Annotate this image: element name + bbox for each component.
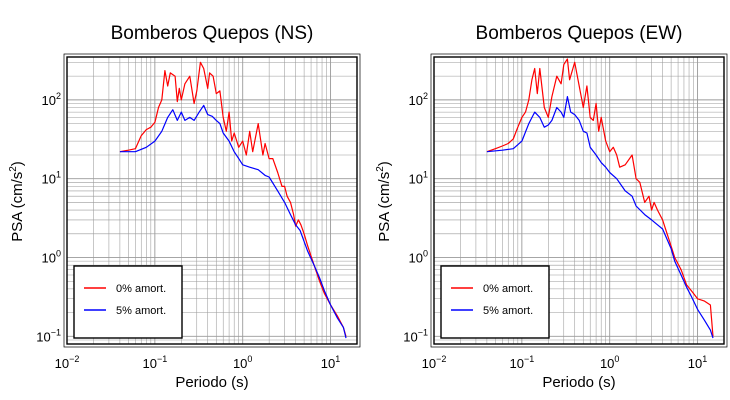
series-line-undamped: [119, 61, 347, 337]
legend-label: 5% amort.: [116, 305, 166, 317]
x-tick-label: 10−2: [55, 354, 80, 371]
frame-outer: [430, 53, 728, 348]
chart-panel-ns: 10−2 10−1 100 101 10−1 100 101 102 Bomberos Quep…: [8, 23, 361, 391]
y-axis-label: PSA (cm/s2): [375, 161, 393, 242]
legend-label: 0% amort.: [483, 283, 533, 295]
x-tick-label: 10−1: [142, 354, 167, 371]
y-tick-label: 101: [409, 170, 428, 187]
frame-outer: [63, 53, 361, 348]
x-axis-label: Periodo (s): [175, 374, 248, 391]
series-line-undamped: [486, 58, 714, 337]
x-tick-label: 100: [600, 354, 619, 371]
y-tick-label: 101: [42, 170, 61, 187]
x-axis-label: Periodo (s): [542, 374, 615, 391]
series-line-damped: [119, 104, 347, 339]
legend: 0% amort. 5% amort.: [73, 265, 183, 339]
plot-frame: [433, 56, 725, 345]
legend-box: [440, 265, 550, 339]
series-line-damped: [486, 95, 714, 339]
y-tick-label: 102: [409, 91, 428, 108]
x-tick-label: 100: [233, 354, 252, 371]
y-tick-label: 10−1: [36, 327, 61, 344]
x-tick-label: 101: [688, 354, 707, 371]
x-tick-label: 10−2: [422, 354, 447, 371]
plot-frame: [66, 56, 358, 345]
chart-panel-ew: 10−2 10−1 100 101 10−1 100 101 102 Bomberos Quep…: [375, 23, 728, 391]
y-tick-label: 10−1: [403, 327, 428, 344]
x-tick-label: 101: [321, 354, 340, 371]
x-tick-label: 10−1: [509, 354, 534, 371]
y-tick-label: 100: [409, 249, 428, 266]
y-axis-label: PSA (cm/s2): [8, 161, 26, 242]
y-tick-label: 102: [42, 91, 61, 108]
legend-label: 0% amort.: [116, 283, 166, 295]
chart-title: Bomberos Quepos (EW): [476, 23, 683, 44]
legend-label: 5% amort.: [483, 305, 533, 317]
chart-title: Bomberos Quepos (NS): [111, 23, 314, 44]
grid: [66, 57, 358, 345]
legend-box: [73, 265, 183, 339]
legend: 0% amort. 5% amort.: [440, 265, 550, 339]
y-tick-label: 100: [42, 249, 61, 266]
